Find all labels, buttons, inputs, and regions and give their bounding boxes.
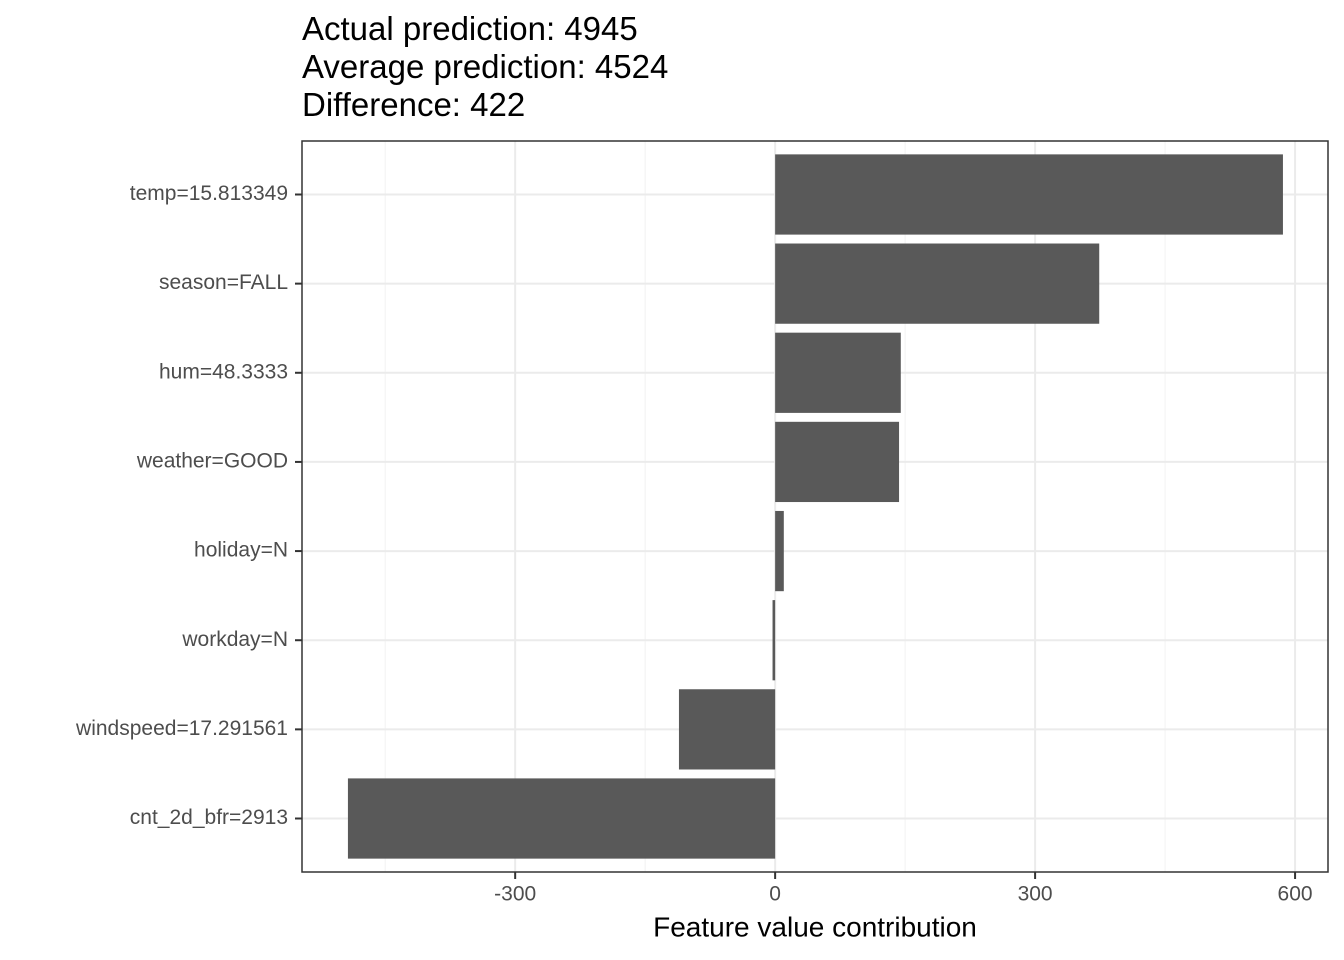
bar: [775, 510, 784, 592]
y-tick-label: holiday=N: [194, 539, 288, 562]
y-tick-label: workday=N: [181, 628, 288, 651]
bar: [775, 243, 1100, 324]
bar: [775, 154, 1283, 235]
x-tick-label: 0: [769, 883, 781, 906]
plot-border: [301, 140, 1329, 873]
x-tick-label: -300: [494, 883, 536, 906]
y-tick-label: hum=48.3333: [159, 360, 288, 383]
x-axis-title: Feature value contribution: [653, 911, 977, 942]
chart-title-line: Difference: 422: [302, 86, 525, 123]
y-tick-label: season=FALL: [159, 271, 288, 294]
y-tick-label: weather=GOOD: [136, 449, 288, 472]
chart-title-line: Actual prediction: 4945: [302, 10, 638, 47]
bar: [775, 332, 901, 413]
bar: [775, 421, 900, 503]
bar: [678, 689, 776, 770]
y-tick-label: temp=15.813349: [130, 182, 288, 205]
chart-title-line: Average prediction: 4524: [302, 48, 668, 85]
x-tick-label: 300: [1018, 883, 1053, 906]
y-tick-label: windspeed=17.291561: [75, 717, 288, 740]
bar: [347, 778, 776, 859]
bar: [772, 600, 776, 681]
x-tick-label: 600: [1278, 883, 1313, 906]
y-tick-label: cnt_2d_bfr=2913: [130, 806, 288, 829]
